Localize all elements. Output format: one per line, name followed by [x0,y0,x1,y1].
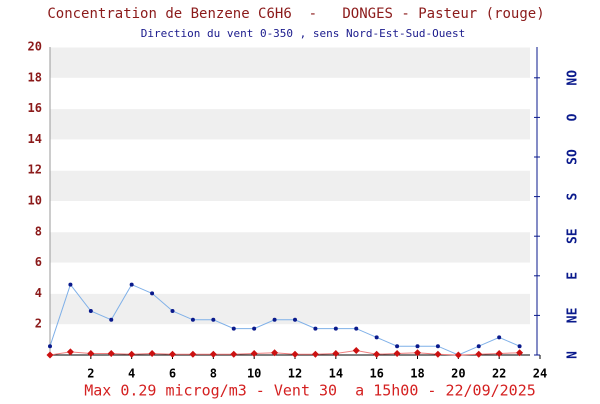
point [250,349,258,357]
chart-title: Concentration de Benzene C6H6 - DONGES -… [47,6,544,22]
point [293,317,297,322]
x-tick-label: 12 [288,367,302,381]
point [332,349,340,357]
x-tick-label: 6 [169,367,176,381]
x-tick-label: 24 [533,367,547,381]
grid-band [50,47,530,78]
point [48,344,52,349]
point [88,309,93,313]
point [272,317,277,322]
point [476,344,481,349]
point [46,351,54,359]
y-tick-label: 18 [28,70,42,84]
y-tick-label: 10 [28,194,42,208]
y2-tick-label: SE [566,228,581,244]
x-tick-label: 22 [492,367,506,381]
point [393,349,401,357]
chart-subtitle: Direction du vent 0-350 , sens Nord-Est-… [141,27,466,40]
y-tick-label: 16 [28,101,42,115]
point [374,335,379,340]
point [129,282,134,287]
point [495,349,503,357]
point [107,349,115,357]
point [148,349,156,357]
point [109,317,114,322]
point [66,348,74,356]
point [252,326,257,331]
point [150,291,155,296]
y-tick-label: 14 [28,132,42,146]
point [475,350,483,358]
y-tick-label: 4 [35,286,42,300]
point [271,349,279,357]
point [68,282,73,287]
point [354,326,359,331]
y2-tick-label: SO [566,149,581,165]
point [231,326,236,331]
point [230,350,238,358]
y-tick-label: 12 [28,163,42,177]
point [414,349,421,357]
x-tick-label: 4 [128,367,135,381]
point [373,350,381,358]
point [435,344,440,349]
point [395,344,400,349]
point [434,350,442,358]
point [128,350,136,358]
x-tick-label: 8 [210,367,217,381]
point [516,349,524,357]
x-tick-label: 2 [87,367,94,381]
x-tick-label: 16 [369,367,383,381]
x-tick-label: 18 [410,367,424,381]
x-tick-label: 10 [247,367,261,381]
y2-tick-label: NO [566,70,581,86]
series-line [49,283,520,356]
y2-tick-label: E [566,272,581,280]
point [333,326,338,331]
y-tick-label: 20 [28,40,42,54]
y-tick-label: 6 [35,255,42,269]
grid-band [50,231,530,263]
point [189,350,197,358]
point [311,350,319,358]
point [211,317,216,322]
y2-tick-label: S [566,193,581,201]
point [209,350,217,358]
point [517,344,522,349]
y-tick-label: 8 [35,224,42,238]
grid-band [50,108,530,140]
point [87,349,95,357]
x-tick-label: 20 [451,367,465,381]
x-tick-label: 14 [329,367,343,381]
series-line [49,350,520,356]
point [190,317,195,322]
y2-tick-label: N [566,351,581,359]
point [415,344,420,349]
y2-tick-label: O [566,113,581,121]
grid-band [50,170,530,201]
point [291,350,299,358]
point [497,335,502,340]
point [454,351,462,359]
chart-footer: Max 0.29 microg/m3 - Vent 30 a 15h00 - 2… [84,382,536,400]
y2-tick-label: NE [566,308,581,324]
grid-band [50,293,530,325]
y-tick-label: 2 [35,317,42,331]
point [313,326,318,331]
point [169,350,176,358]
point [352,347,360,355]
point [170,309,175,313]
